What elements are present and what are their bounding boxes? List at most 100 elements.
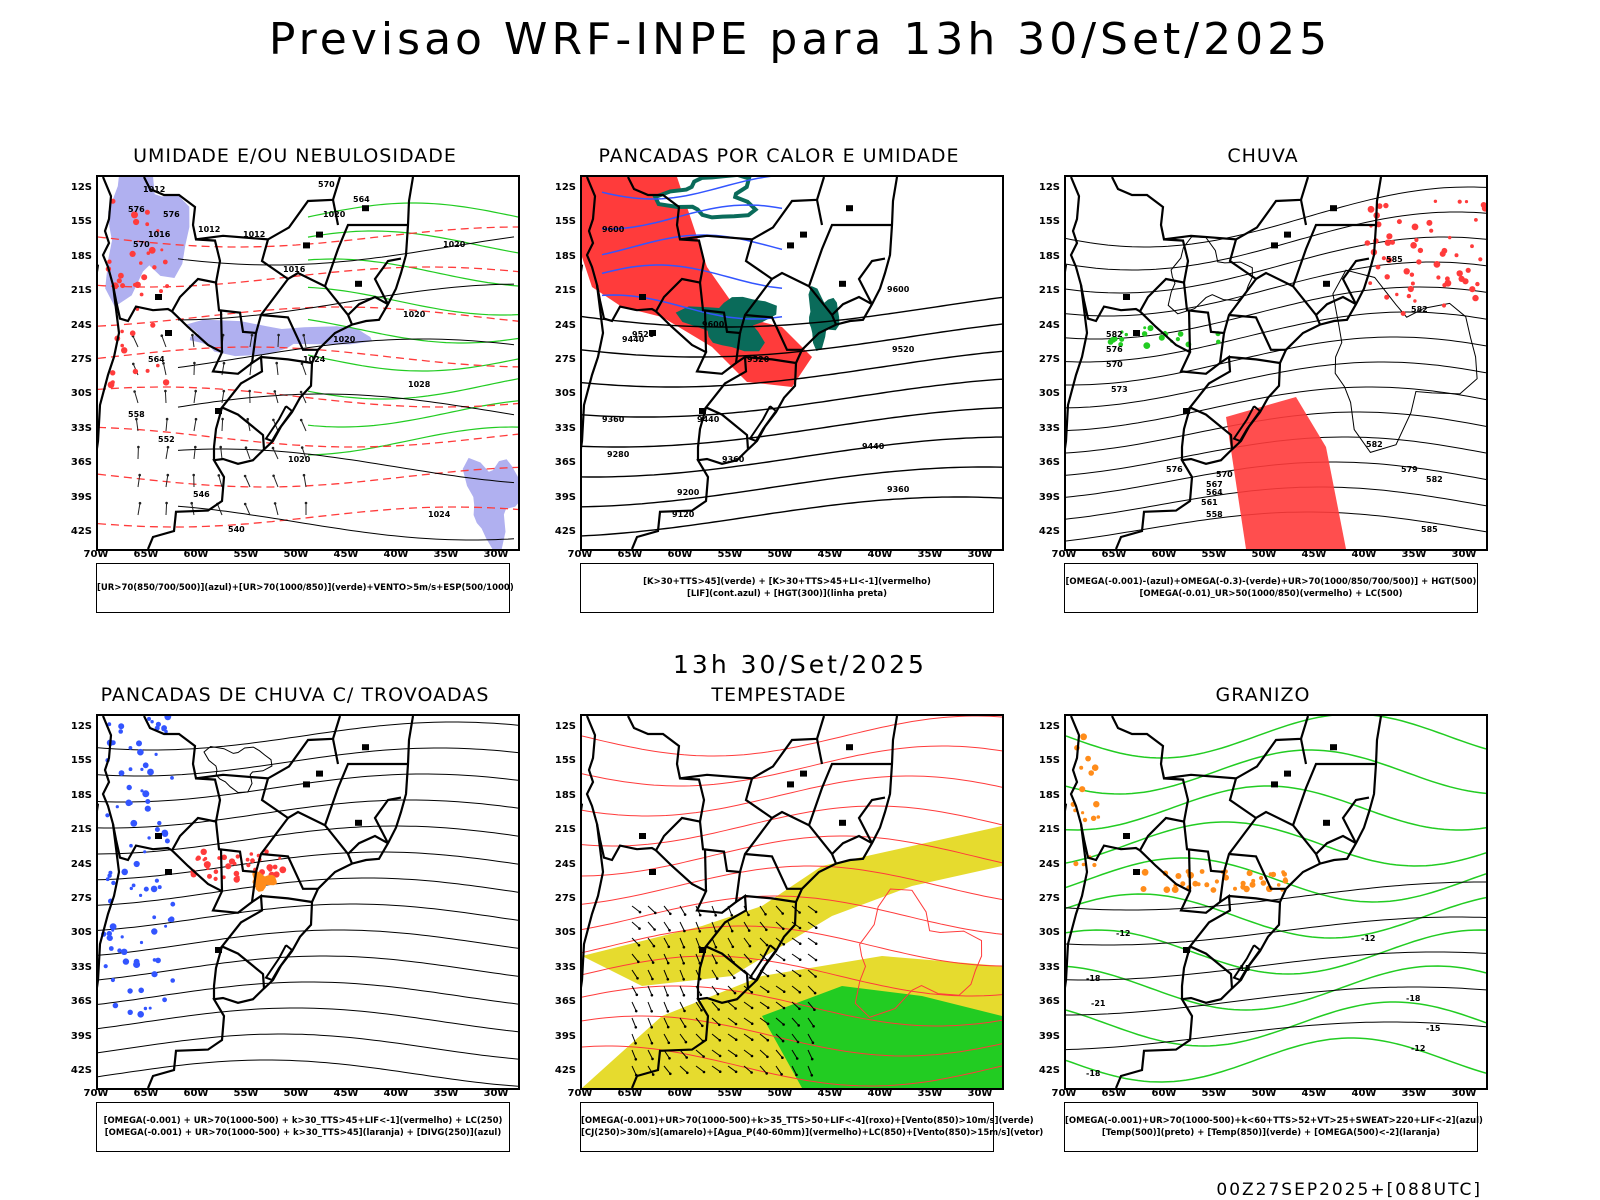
border-line <box>219 849 224 892</box>
orange-speckle <box>1180 881 1186 887</box>
contour-label: 567 <box>1206 480 1223 489</box>
wind-vector-head <box>747 913 750 917</box>
red-speckle <box>1364 240 1371 246</box>
red-speckle <box>1395 292 1399 297</box>
wind-vector <box>791 985 801 993</box>
streamline <box>98 799 518 829</box>
geography <box>582 177 899 549</box>
wind-vector <box>137 503 141 516</box>
wind-vector-head <box>666 961 670 965</box>
wind-vector-head <box>702 1070 706 1074</box>
wind-vector <box>647 953 654 963</box>
wind-vector-head <box>766 1038 770 1042</box>
wind-vector <box>216 503 223 516</box>
latitude-label: 42S <box>1038 1065 1060 1076</box>
border-line <box>260 355 313 365</box>
wind-vector-head <box>650 1010 653 1013</box>
wind-vector-head <box>137 445 140 449</box>
contour-label: -18 <box>1086 974 1101 983</box>
blue-speckle <box>148 1006 152 1010</box>
wind-vector <box>695 1033 704 1042</box>
red-speckle <box>156 363 160 368</box>
wind-vector-head <box>271 446 275 450</box>
wind-vector <box>303 475 307 488</box>
longitude-label: 50W <box>283 1088 309 1099</box>
latitude-label: 27S <box>1038 893 1060 904</box>
height-300-contour <box>582 496 1002 537</box>
contour-label: -21 <box>1091 999 1106 1008</box>
panel-granizo: GRANIZO -12 -12 -15 -18 -21 -18 -15 -12 -18 12S 15S… <box>1028 684 1498 1194</box>
blue-speckle <box>152 958 157 962</box>
contour-label: 1028 <box>408 380 431 389</box>
red-speckle <box>145 368 150 373</box>
contour-label: 9360 <box>722 455 745 464</box>
wind-vector-head <box>718 1054 722 1058</box>
panel-umidade: UMIDADE E/OU NEBULOSIDADE 1012 1016 1012 101… <box>60 145 530 655</box>
blue-speckle <box>133 961 141 968</box>
upper-circulation <box>203 745 273 794</box>
wind-vector <box>711 1065 721 1073</box>
contour-label: 1024 <box>428 510 451 519</box>
run-info: 00Z27SEP2025+[088UTC] <box>1216 1180 1482 1200</box>
lake-blot <box>215 408 222 414</box>
wind-vector <box>631 969 638 979</box>
red-speckle <box>1406 293 1412 299</box>
longitude-label: 65W <box>1101 1088 1127 1099</box>
wind-vector <box>663 985 669 996</box>
longitude-label: 45W <box>817 1088 843 1099</box>
wind-vector-head <box>300 446 304 449</box>
orange-speckle <box>1082 817 1088 823</box>
wind-vector-head <box>638 910 642 914</box>
blue-speckle <box>121 948 128 955</box>
orange-speckle <box>1085 755 1091 762</box>
wind-vector-head <box>683 1009 686 1013</box>
wind-vector <box>759 1001 769 1009</box>
blue-speckle <box>154 752 158 756</box>
orange-speckle <box>1276 883 1281 887</box>
wind-vector-head <box>798 942 802 945</box>
streamline <box>98 773 518 803</box>
contour-label: 9520 <box>892 345 915 354</box>
lake-blot <box>316 231 323 238</box>
longitude-label: 65W <box>133 1088 159 1099</box>
streamline-850 <box>582 775 1002 817</box>
contour-label: -15 <box>1236 964 1251 973</box>
border-line <box>585 716 706 862</box>
legend-line: [OMEGA(-0.001)+UR>70(1000-500)+k<60+TTS>… <box>1065 1116 1483 1126</box>
streamline-850 <box>582 716 1002 757</box>
height-300-contour <box>582 436 1002 478</box>
longitude-label: 50W <box>1251 549 1277 560</box>
red-speckle <box>152 265 157 270</box>
blue-speckle <box>105 877 110 882</box>
red-speckle <box>165 284 170 289</box>
latitude-label: 39S <box>70 492 92 503</box>
legend-box: [OMEGA(-0.001) + UR>70(1000-500) + k>30_… <box>96 1102 510 1152</box>
legend-line: [CJ(250)>30m/s](amarelo)+[Agua_P(40-60mm… <box>581 1128 1044 1138</box>
latitude-label: 36S <box>70 457 92 468</box>
wind-vector-head <box>797 1024 800 1027</box>
wind-vector <box>663 937 670 948</box>
red-speckle <box>1411 223 1419 231</box>
contour-label: 9200 <box>677 488 700 497</box>
blue-speckle <box>107 722 112 727</box>
latitude-label: 30S <box>554 927 576 938</box>
wind-vector-head <box>650 993 654 997</box>
legend-line: [OMEGA(-0.001)-(azul)+OMEGA(-0.3)-(verde… <box>1065 577 1477 587</box>
wind-vector <box>663 953 669 964</box>
wind-vector <box>759 1049 768 1058</box>
wind-vector-head <box>782 1006 786 1010</box>
wind-vector-head <box>637 943 641 947</box>
lake-blot <box>1271 242 1278 249</box>
blue-speckle <box>157 820 162 826</box>
wind-vector-head <box>651 1057 654 1061</box>
streamline <box>1066 211 1486 271</box>
wind-vector-head <box>132 362 135 366</box>
blue-speckle <box>164 838 170 844</box>
wind-vector-head <box>766 1055 769 1059</box>
wind-vector <box>663 1065 671 1075</box>
longitude-label: 30W <box>967 1088 993 1099</box>
contour-label: 576 <box>1106 345 1123 354</box>
border-line <box>1069 716 1190 862</box>
wind-vector-head <box>222 389 226 393</box>
wind-vector-head <box>138 473 141 477</box>
